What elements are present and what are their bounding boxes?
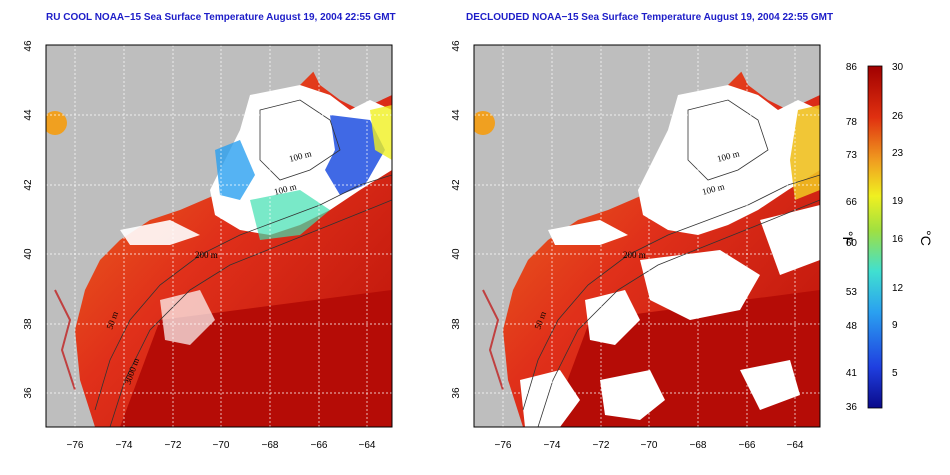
left-lat-axis: 36 38 40 42 44 46 [23,40,34,399]
celsius-tick: 26 [892,111,904,122]
lat-tick: 44 [23,109,34,121]
right-map: 100 m 100 m 200 m 50 m [474,45,820,427]
celsius-unit-label: °C [918,230,934,246]
lon-tick: −66 [311,440,328,451]
chesapeake-bay [54,289,76,391]
contour-label-200m: 200 m [195,250,218,260]
cloud-patch [760,205,820,275]
lat-tick: 38 [23,318,34,330]
cloud-patch-south [160,290,215,345]
warm-edge-patch [370,105,392,160]
lon-tick: −68 [262,440,279,451]
nova-scotia [300,45,392,110]
isobath-contour [109,199,392,427]
lon-tick: −68 [690,440,707,451]
lon-tick: −74 [544,440,561,451]
colorbar-celsius-ticks: 30 26 23 19 16 12 9 5 [892,62,904,379]
cloud-patch-shelf [120,220,200,245]
right-grid [474,45,820,427]
left-grid [46,45,392,427]
isobath-contour [522,174,820,411]
lat-tick: 46 [451,40,462,52]
fahrenheit-tick: 73 [846,150,858,161]
warm-edge-patch [790,105,820,200]
land-mass [474,45,820,427]
celsius-tick: 30 [892,62,904,73]
celsius-tick: 5 [892,368,898,379]
lon-tick: −72 [593,440,610,451]
cool-water-patch [215,140,255,200]
cloud-patch [640,250,760,320]
celsius-tick: 19 [892,196,904,207]
cloud-gulf-of-maine [638,85,820,235]
isobath-contour [259,99,341,181]
island-patch [474,111,495,135]
cloud-patch-shelf [548,220,628,245]
chesapeake-bay [482,289,504,391]
cloud-patch [520,370,580,427]
lat-tick: 36 [451,387,462,399]
colorbar [867,65,883,409]
lat-tick: 44 [451,109,462,121]
lon-tick: −72 [165,440,182,451]
fahrenheit-tick: 78 [846,117,858,128]
lat-tick: 40 [451,248,462,260]
lat-tick: 36 [23,387,34,399]
cold-water-patch [325,115,385,195]
left-map-frame [45,44,393,428]
right-map-frame [473,44,821,428]
fahrenheit-tick: 66 [846,197,858,208]
lon-tick: −64 [359,440,376,451]
lat-tick: 40 [23,248,34,260]
lat-tick: 42 [451,179,462,191]
celsius-tick: 12 [892,283,904,294]
fahrenheit-tick: 86 [846,62,858,73]
lat-tick: 46 [23,40,34,52]
lat-tick: 38 [451,318,462,330]
fahrenheit-tick: 53 [846,287,858,298]
colorbar-fahrenheit-ticks: 86 78 73 66 60 53 48 41 36 [846,62,858,413]
left-panel-title: RU COOL NOAA−15 Sea Surface Temperature … [46,12,396,23]
cloud-patch [740,360,800,410]
contour-label-200m: 200 m [623,250,646,260]
isobath-contour [687,99,769,181]
lon-tick: −64 [787,440,804,451]
fahrenheit-tick: 41 [846,368,858,379]
cloud-patch [585,290,640,345]
right-lat-axis: 36 38 40 42 44 46 [451,40,462,399]
fahrenheit-tick: 48 [846,321,858,332]
fahrenheit-tick: 60 [846,238,858,249]
lon-tick: −76 [495,440,512,451]
land-mass [46,45,392,427]
celsius-tick: 9 [892,320,898,331]
lat-tick: 42 [23,179,34,191]
lon-tick: −70 [213,440,230,451]
isobath-contour [94,174,392,411]
lon-tick: −76 [67,440,84,451]
isobath-contour [537,199,820,427]
left-lon-axis: −76 −74 −72 −70 −68 −66 −64 [67,440,376,451]
right-panel-title: DECLOUDED NOAA−15 Sea Surface Temperatur… [466,12,834,23]
fahrenheit-tick: 36 [846,402,858,413]
nova-scotia [728,45,820,110]
fahrenheit-unit-label: °F [840,231,856,245]
island-patch [46,111,67,135]
left-map: 100 m 100 m 200 m 50 m 3000 m [46,45,392,427]
lon-tick: −74 [116,440,133,451]
celsius-tick: 23 [892,148,904,159]
lon-tick: −66 [739,440,756,451]
celsius-tick: 16 [892,234,904,245]
right-lon-axis: −76 −74 −72 −70 −68 −66 −64 [495,440,804,451]
lon-tick: −70 [641,440,658,451]
